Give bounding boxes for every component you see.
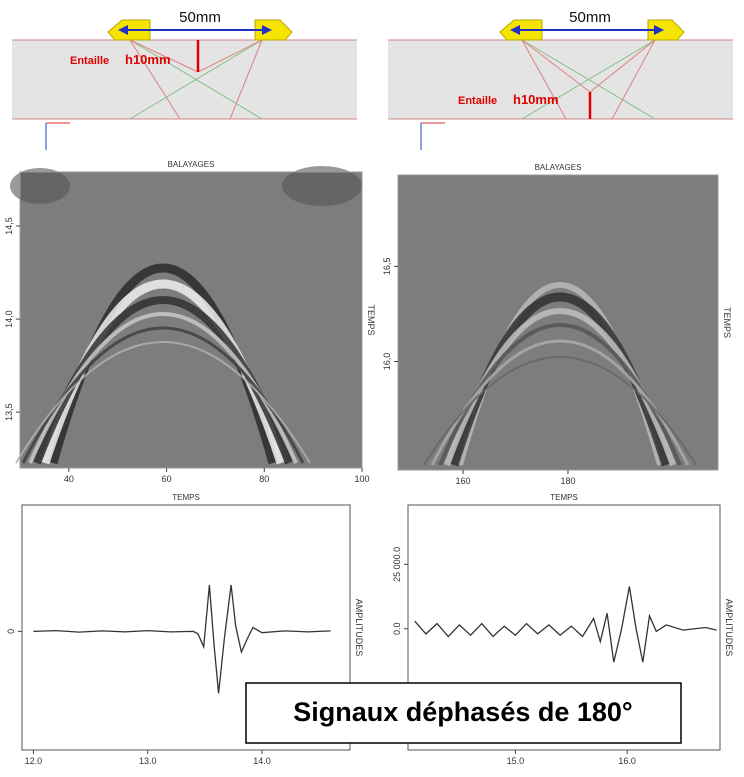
plot-frame [21,504,351,751]
y-axis-label: AMPLITUDES [724,599,734,657]
echo-arc [15,341,311,464]
echo-arc [423,356,697,466]
y-axis-label: AMPLITUDES [354,599,364,657]
notch-size: h10mm [125,52,171,67]
x-tick-label: 13.0 [139,756,157,766]
waveform [33,584,331,694]
charts: BALAYAGES TEMPS 40 60 80 100 13,5 14,0 14,5 BALAY… [4,160,734,766]
waveform [414,586,717,663]
x-tick-label: 100 [354,474,369,484]
x-tick-label: 16.0 [618,756,636,766]
probe-diagram: 50mm Entaille h10mm [388,9,733,150]
plot-frame [19,171,363,469]
x-tick-label: 40 [64,474,74,484]
axes-icon [420,122,445,150]
y-tick-label: 14,0 [4,310,14,328]
y-tick-label: 25 000.0 [392,547,402,582]
x-tick-label: 180 [560,476,575,486]
axes-icon [45,122,70,150]
y-tick-label: 0 [6,629,16,634]
chart-title: BALAYAGES [168,160,215,169]
notch-size: h10mm [513,92,559,107]
notch-label: Entaille [458,95,497,107]
y-tick-label: 14,5 [4,217,14,235]
chart-title: TEMPS [550,493,578,502]
plot-frame [397,174,719,471]
banner-box [245,682,682,744]
notch-label: Entaille [70,55,109,67]
distance-label: 50mm [569,9,611,26]
x-tick-label: 80 [259,474,269,484]
x-tick-label: 15.0 [507,756,525,766]
banner: Signaux déphasés de 180° [245,682,682,744]
y-tick-label: 16,5 [382,258,392,276]
y-tick-label: 13,5 [4,403,14,421]
probe-diagram: 50mm Entaille h10mm [12,9,357,150]
y-tick-label: 16,0 [382,353,392,371]
x-tick-label: 14.0 [253,756,271,766]
x-tick-label: 12.0 [25,756,43,766]
chart-title: TEMPS [172,493,200,502]
edge-echo [10,168,70,204]
distance-label: 50mm [179,9,221,26]
scan-background [398,175,718,470]
specimen [12,40,357,119]
x-tick-label: 160 [456,476,471,486]
y-axis-label: TEMPS [366,304,376,335]
beams [129,39,263,120]
x-tick-label: 60 [162,474,172,484]
chart-title: BALAYAGES [535,163,582,172]
plot-frame [407,504,721,751]
edge-echo [282,166,362,206]
specimen [388,40,733,119]
y-axis-label: TEMPS [722,307,732,338]
y-tick-label: 0.0 [392,623,402,636]
beams [521,39,656,120]
banner-text: Signaux déphasés de 180° [293,697,632,727]
